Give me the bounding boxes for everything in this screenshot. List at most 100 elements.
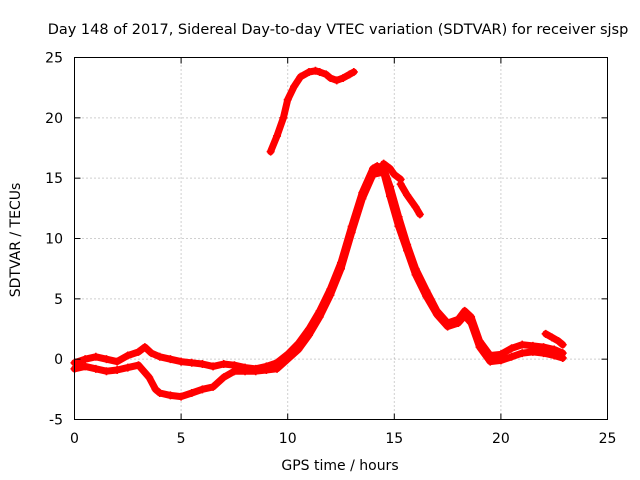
y-tick-label: 10 <box>45 232 63 248</box>
data-point <box>548 333 557 342</box>
data-point <box>123 363 132 372</box>
data-point <box>123 351 132 360</box>
data-point <box>432 310 441 319</box>
x-tick-label: 15 <box>385 431 403 447</box>
plot-frame <box>74 57 608 420</box>
data-point <box>454 318 463 327</box>
data-point <box>539 349 548 358</box>
data-point <box>91 364 100 373</box>
data-point <box>326 291 335 300</box>
series-short-fragment-3 <box>541 329 567 349</box>
data-point <box>147 349 156 358</box>
data-point <box>411 270 420 279</box>
data-point <box>266 147 275 156</box>
data-point <box>305 67 314 76</box>
data-point <box>411 203 420 212</box>
data-point <box>518 349 527 358</box>
data-point <box>332 76 341 85</box>
data-point <box>102 355 111 364</box>
y-tick-label: 15 <box>45 171 63 187</box>
data-point <box>345 70 354 79</box>
data-point <box>311 66 320 75</box>
data-point <box>550 351 559 360</box>
data-point <box>209 382 218 391</box>
data-point <box>219 359 228 368</box>
data-point <box>279 113 288 122</box>
data-point <box>102 367 111 376</box>
data-point <box>358 194 367 203</box>
series-upper-segment <box>266 66 358 156</box>
data-point <box>349 67 358 76</box>
data-point <box>230 367 239 376</box>
data-point <box>155 352 164 361</box>
data-point <box>422 292 431 301</box>
data-point <box>145 373 154 382</box>
data-point <box>558 353 567 362</box>
y-axis-label: SDTVAR / TECUs <box>8 183 24 298</box>
data-point <box>315 312 324 321</box>
series-line <box>542 330 567 349</box>
data-point <box>198 359 207 368</box>
data-point <box>518 340 527 349</box>
data-point <box>296 72 305 81</box>
data-point <box>403 246 412 255</box>
data-point <box>166 391 175 400</box>
data-point <box>219 373 228 382</box>
data-point <box>390 170 399 179</box>
x-tick-label: 20 <box>492 431 510 447</box>
data-point <box>339 74 348 83</box>
y-tick-label: 0 <box>54 352 63 368</box>
data-point <box>134 361 143 370</box>
data-point <box>475 343 484 352</box>
data-point <box>81 355 90 364</box>
data-point <box>554 337 563 346</box>
series-line <box>71 162 567 373</box>
data-point <box>507 344 516 353</box>
data-point <box>140 343 149 352</box>
x-tick-label: 0 <box>70 431 79 447</box>
y-tick-labels: -5 0 5 10 15 20 25 <box>45 51 63 429</box>
y-tick-label: 20 <box>45 111 63 127</box>
data-point <box>290 82 299 91</box>
series-main-band-upper <box>70 162 567 373</box>
data-point <box>81 362 90 371</box>
data-point <box>337 264 345 273</box>
data-point <box>326 74 335 83</box>
data-point <box>305 331 314 340</box>
data-point <box>187 388 196 397</box>
data-point <box>187 358 196 367</box>
data-point <box>379 168 388 177</box>
data-point <box>273 364 282 373</box>
data-point <box>177 357 186 366</box>
data-point <box>283 355 292 364</box>
y-tick-label: 25 <box>45 51 63 67</box>
data-point <box>541 329 550 338</box>
data-point <box>241 367 250 376</box>
data-point <box>403 191 412 200</box>
data-point <box>177 392 186 401</box>
data-point <box>198 385 207 394</box>
series-line <box>380 160 405 183</box>
data-point <box>134 347 143 356</box>
data-point <box>262 366 271 375</box>
data-point <box>558 340 567 349</box>
grid <box>74 57 608 420</box>
x-axis-label: GPS time / hours <box>281 458 398 474</box>
data-point <box>528 347 537 356</box>
data-point <box>151 385 160 394</box>
ticks <box>74 57 608 420</box>
data-point <box>415 210 424 219</box>
chart-title: Day 148 of 2017, Sidereal Day-to-day VTE… <box>48 22 629 38</box>
data-point <box>209 362 218 371</box>
data-point <box>294 345 303 354</box>
data-point <box>486 357 495 366</box>
x-tick-label: 25 <box>599 431 617 447</box>
data-point <box>166 355 175 364</box>
data-point <box>386 192 395 201</box>
data-point <box>386 164 395 173</box>
data-point <box>460 311 469 320</box>
series-short-fragment-2 <box>396 180 424 219</box>
data-point <box>507 352 516 361</box>
data-point <box>368 170 377 179</box>
